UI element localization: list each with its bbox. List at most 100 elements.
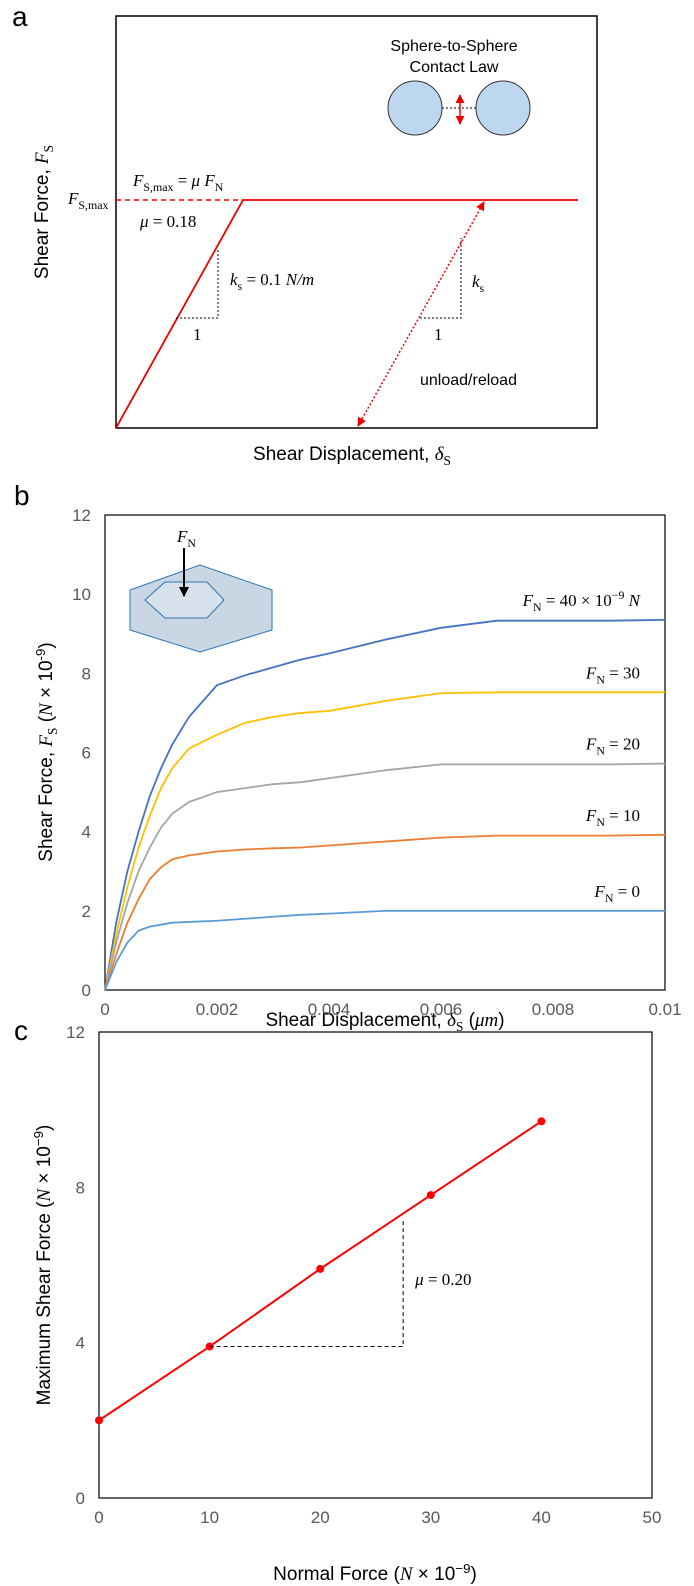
series-label: FN = 20	[585, 735, 640, 758]
math-symbol: N	[34, 1188, 55, 1203]
x-tick-label: 50	[643, 1508, 662, 1527]
y-tick-label: 6	[82, 744, 91, 763]
series-line	[104, 909, 665, 991]
ks-label: ks = 0.1 N/m	[230, 270, 314, 293]
subscript: N	[187, 536, 196, 550]
math-symbol: F	[32, 152, 53, 165]
x-tick-label: 0.006	[420, 1000, 463, 1019]
math-symbol: N	[399, 1564, 414, 1585]
text-part: Shear Displacement,	[253, 444, 435, 465]
math-symbol: F	[522, 591, 534, 610]
subscript: N	[215, 180, 224, 194]
subscript: s	[238, 279, 243, 293]
text-part: Normal Force (	[273, 1564, 400, 1585]
series-line	[104, 833, 666, 991]
x-tick-label: 40	[532, 1508, 551, 1527]
unload-label: unload/reload	[420, 372, 517, 389]
inset-title: Sphere-to-Sphere	[390, 38, 517, 55]
series-line	[104, 762, 666, 991]
series-label: FN = 30	[585, 663, 640, 686]
subscript: S,max	[143, 180, 173, 194]
text-part: Shear Force,	[36, 747, 57, 862]
math-symbol: F	[36, 735, 57, 748]
subscript: S	[444, 453, 451, 468]
text-part: = 0.20	[424, 1270, 472, 1289]
text-part: )	[498, 1010, 504, 1031]
text-part: = 0.1	[242, 270, 286, 289]
series-label: FN = 10	[585, 806, 640, 829]
text-part: = 0	[613, 882, 640, 901]
subscript: N	[533, 600, 542, 614]
x-tick-label: 0.004	[308, 1000, 351, 1019]
math-symbol: F	[203, 171, 215, 190]
subscript: N	[596, 815, 605, 829]
x-tick-label: 0	[94, 1508, 103, 1527]
x-axis-label: Normal Force (N × 10−9)	[273, 1561, 477, 1585]
y-tick-label: 4	[76, 1334, 85, 1353]
text-part: × 10	[34, 1146, 55, 1189]
text-part: (	[36, 715, 57, 727]
text-part: )	[36, 642, 57, 648]
contact-law-line	[115, 199, 578, 429]
text-part: × 10	[413, 1564, 456, 1585]
y-axis-label: Shear Force, FS (N × 10-9)	[33, 642, 60, 861]
superscript: −9	[31, 1131, 46, 1146]
text-part: = 0.18	[149, 212, 197, 231]
inset-title: Contact Law	[410, 59, 499, 76]
math-symbol: F	[67, 189, 79, 208]
x-tick-label: 20	[311, 1508, 330, 1527]
subscript: S,max	[78, 198, 108, 212]
text-part: = 20	[605, 735, 640, 754]
math-symbol: F	[585, 735, 597, 754]
math-symbol: N	[628, 591, 642, 610]
y-tick-label: 12	[72, 506, 91, 525]
y-tick-label: 0	[82, 981, 91, 1000]
slope-triangle	[176, 248, 219, 319]
text-part: )	[471, 1564, 477, 1585]
math-symbol: k	[472, 272, 480, 291]
subscript: N	[605, 891, 614, 905]
y-tick-label: 10	[72, 585, 91, 604]
panel-letter: a	[12, 1, 28, 32]
run-label: 1	[193, 325, 202, 344]
data-point	[537, 1117, 546, 1126]
series-label: FN = 0	[593, 882, 640, 905]
x-tick-label: 0.002	[196, 1000, 239, 1019]
y-axis-label: Shear Force, FS	[32, 145, 56, 279]
panel-c: c Maximum Shear Force (N × 10−9) Normal …	[14, 1015, 661, 1585]
x-tick-label: 0.008	[532, 1000, 575, 1019]
subscript: N	[596, 744, 605, 758]
text-part: Shear Force,	[32, 164, 53, 279]
subscript: S	[41, 145, 56, 152]
unload-reload-arrow	[357, 201, 485, 427]
x-tick-label: 30	[421, 1508, 440, 1527]
x-tick-label: 10	[200, 1508, 219, 1527]
run-label: 1	[434, 325, 443, 344]
text-part: Maximum Shear Force (	[34, 1201, 55, 1405]
text-part: = 10	[605, 806, 640, 825]
math-symbol: μm	[474, 1010, 498, 1031]
y-tick-label: 0	[76, 1489, 85, 1508]
inset-label: FN	[176, 527, 196, 550]
text-part: Shear Displacement,	[265, 1010, 447, 1031]
math-symbol: F	[176, 527, 188, 546]
superscript: -9	[33, 649, 48, 661]
plot-frame	[104, 514, 666, 991]
math-symbol: F	[585, 663, 597, 682]
superscript: −9	[455, 1561, 470, 1576]
subscript: S	[456, 1019, 463, 1034]
x-tick-label: 0.01	[648, 1000, 681, 1019]
y-tick-label: 4	[82, 823, 91, 842]
frame	[115, 15, 598, 429]
text-part: × 10	[36, 660, 57, 703]
series-label: FN = 40 × 10−9 N	[522, 588, 642, 614]
series-line	[104, 691, 665, 991]
data-point	[426, 1191, 435, 1200]
math-symbol: N	[36, 702, 57, 717]
text-part: )	[34, 1125, 55, 1131]
subscript: s	[480, 281, 485, 295]
panel-a: a Shear Force, FS Shear Displacement, δS…	[12, 1, 598, 468]
text-part: =	[173, 171, 191, 190]
superscript: −9	[612, 588, 625, 602]
